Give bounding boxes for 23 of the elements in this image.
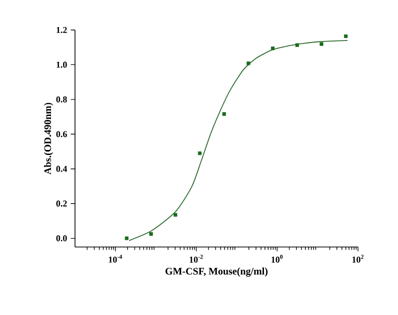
x-axis-title: GM-CSF, Mouse(ng/ml) <box>166 268 268 277</box>
point <box>246 62 250 66</box>
x-tick-label: 10$^{2}$ <box>352 254 364 263</box>
x-tick-label: 10$^{-4}$ <box>108 254 122 263</box>
point <box>174 213 178 217</box>
y-axis-title: Abs.(OD.490nm) <box>44 102 54 175</box>
point <box>270 46 275 50</box>
y-tick-label: 0.8 <box>56 96 67 102</box>
point <box>295 43 299 47</box>
y-tick-label: 0.4 <box>56 166 68 172</box>
point <box>344 34 348 38</box>
y-tick-label: 0.6 <box>56 131 67 138</box>
point <box>198 151 202 156</box>
y-tick-label: 0.0 <box>56 235 67 242</box>
point <box>320 42 324 46</box>
y-tick-label: 1.2 <box>56 26 67 34</box>
point <box>124 236 128 240</box>
point <box>149 232 153 236</box>
y-tick-label: 0.2 <box>56 200 67 207</box>
y-tick-label: 1.0 <box>56 62 67 68</box>
x-tick-label: 10$^{-2}$ <box>190 254 203 263</box>
point <box>222 112 226 116</box>
x-tick-label: 10$^{0}$ <box>272 254 283 263</box>
